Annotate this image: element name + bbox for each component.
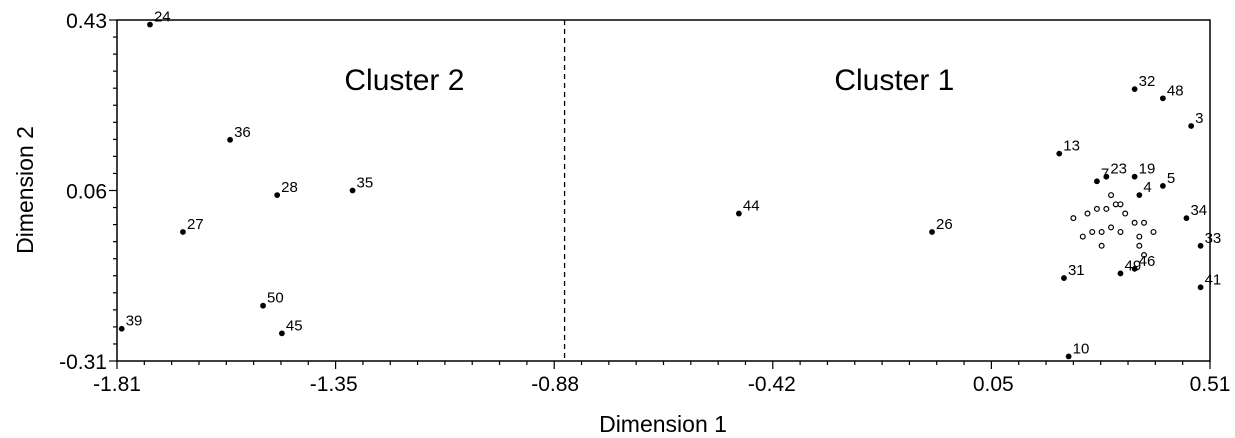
data-point — [1112, 201, 1119, 208]
y-tick-label: -0.31 — [59, 351, 107, 374]
point-label: 27 — [187, 216, 204, 233]
x-axis-title: Dimension 1 — [599, 411, 727, 437]
data-point — [1056, 150, 1063, 157]
data-point — [735, 210, 742, 217]
data-point — [1136, 233, 1143, 240]
point-label: 41 — [1205, 271, 1222, 288]
point-label: 19 — [1139, 161, 1156, 178]
data-point — [1188, 123, 1195, 129]
x-tick-label: -1.81 — [93, 373, 141, 396]
point-label: 36 — [234, 124, 251, 141]
point-label: 10 — [1073, 340, 1090, 357]
point-label: 35 — [357, 175, 374, 192]
point-label: 46 — [1139, 253, 1156, 270]
data-point — [1131, 173, 1138, 180]
data-point — [1197, 284, 1204, 291]
point-label: 3 — [1195, 110, 1203, 127]
point-label: 49 — [1124, 257, 1141, 274]
data-point — [1117, 201, 1124, 208]
point-label: 44 — [743, 198, 760, 215]
x-tick-label: -1.35 — [310, 373, 358, 396]
data-point — [1094, 178, 1100, 185]
data-point — [260, 302, 266, 309]
data-point — [1159, 182, 1166, 189]
point-label: 31 — [1068, 262, 1085, 279]
point-label: 7 — [1101, 165, 1109, 182]
point-label: 23 — [1110, 161, 1127, 178]
x-tick-label: -0.42 — [748, 373, 796, 396]
point-label: 48 — [1167, 82, 1184, 99]
data-point — [278, 330, 285, 337]
cluster-label: Cluster 1 — [834, 64, 954, 97]
point-label: 26 — [936, 216, 953, 233]
point-label: 24 — [154, 9, 171, 26]
x-tick-label: -0.88 — [531, 373, 579, 396]
point-label: 34 — [1190, 202, 1207, 219]
cluster-annotations: Cluster 2 Cluster 1 — [344, 64, 954, 97]
point-label: 33 — [1205, 230, 1222, 247]
y-tick-label: 0.06 — [66, 181, 107, 204]
data-point — [1183, 215, 1190, 222]
data-point — [1197, 242, 1204, 249]
data-point — [180, 229, 186, 235]
point-label: 28 — [281, 179, 298, 196]
data-point — [1098, 242, 1105, 249]
data-point — [1061, 275, 1067, 281]
y-tick-label: 0.43 — [66, 10, 107, 33]
data-point — [1131, 86, 1138, 93]
axis-ticks — [109, 19, 1211, 369]
point-label: 39 — [126, 313, 143, 330]
x-tick-label: 0.51 — [1190, 373, 1231, 396]
data-point — [1108, 192, 1115, 199]
data-point — [349, 187, 356, 194]
y-axis-title: Dimension 2 — [12, 126, 38, 254]
point-label: 13 — [1063, 138, 1080, 155]
point-label: 4 — [1143, 179, 1151, 196]
data-point — [1150, 228, 1157, 235]
data-point — [1070, 215, 1077, 222]
point-label: 5 — [1167, 170, 1175, 187]
data-point — [1131, 265, 1138, 272]
data-point — [1093, 205, 1100, 212]
data-point — [1108, 224, 1115, 231]
data-point — [1065, 353, 1072, 360]
data-point — [274, 192, 281, 199]
data-point — [1141, 219, 1148, 226]
data-point — [1117, 228, 1124, 235]
x-tick-label: 0.05 — [973, 373, 1014, 396]
data-point — [1103, 205, 1110, 212]
data-point — [1117, 270, 1124, 277]
data-point — [227, 136, 233, 143]
data-point — [1079, 233, 1086, 240]
data-point — [1141, 252, 1148, 259]
data-point — [1136, 242, 1143, 249]
data-point — [1089, 228, 1096, 235]
x-tick-labels: -1.81 -1.35 -0.88 -0.42 0.05 0.51 — [93, 373, 1230, 396]
data-point — [1122, 210, 1129, 217]
point-label: 45 — [286, 317, 303, 334]
data-point — [1131, 219, 1138, 226]
data-point — [1136, 192, 1143, 199]
data-point — [1103, 173, 1110, 180]
data-point — [1159, 95, 1166, 102]
data-point — [1084, 210, 1091, 217]
data-point — [929, 229, 935, 235]
data-point — [147, 21, 153, 28]
point-label: 50 — [267, 290, 284, 307]
data-point — [1098, 228, 1105, 235]
cluster-label: Cluster 2 — [344, 64, 464, 97]
point-label: 32 — [1139, 73, 1156, 90]
y-tick-labels: -0.31 0.06 0.43 — [59, 10, 107, 374]
data-point — [118, 325, 125, 332]
